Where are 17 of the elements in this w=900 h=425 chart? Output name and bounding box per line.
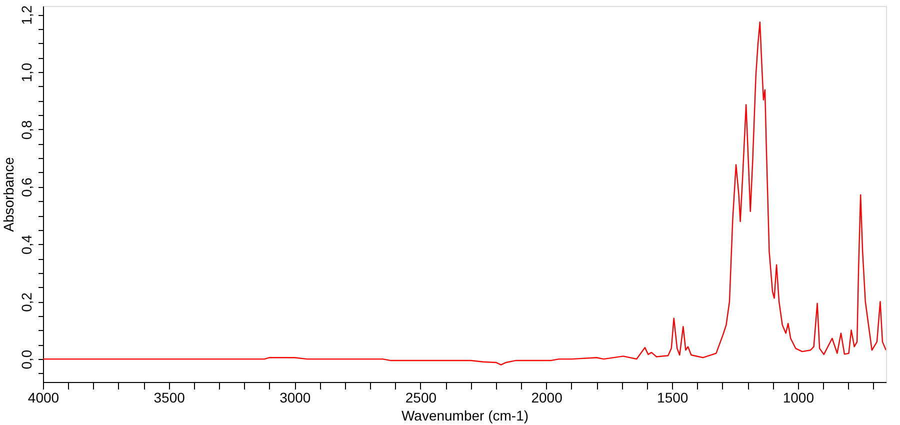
y-axis-title: Absorbance xyxy=(0,156,16,232)
x-tick-label: 1000 xyxy=(782,390,814,406)
x-tick-label: 2500 xyxy=(405,390,437,406)
x-tick-label: 1500 xyxy=(657,390,688,406)
y-tick-label: 0,6 xyxy=(18,177,34,198)
x-tick-label: 3500 xyxy=(154,390,186,406)
x-tick-label: 2000 xyxy=(531,390,563,406)
y-tick-label: 0,2 xyxy=(18,292,34,312)
x-axis-title: Wavenumber (cm-1) xyxy=(401,408,529,424)
y-tick-label: 0,4 xyxy=(18,234,34,254)
y-tick-label: 0,0 xyxy=(18,350,34,370)
line-series xyxy=(43,21,886,366)
x-tick-label: 3000 xyxy=(280,390,311,406)
y-tick-label: 1,2 xyxy=(18,5,34,25)
x-tick-label: 4000 xyxy=(28,390,60,406)
y-tick-label: 0,8 xyxy=(18,120,34,140)
y-tick-label: 1,0 xyxy=(18,62,34,82)
